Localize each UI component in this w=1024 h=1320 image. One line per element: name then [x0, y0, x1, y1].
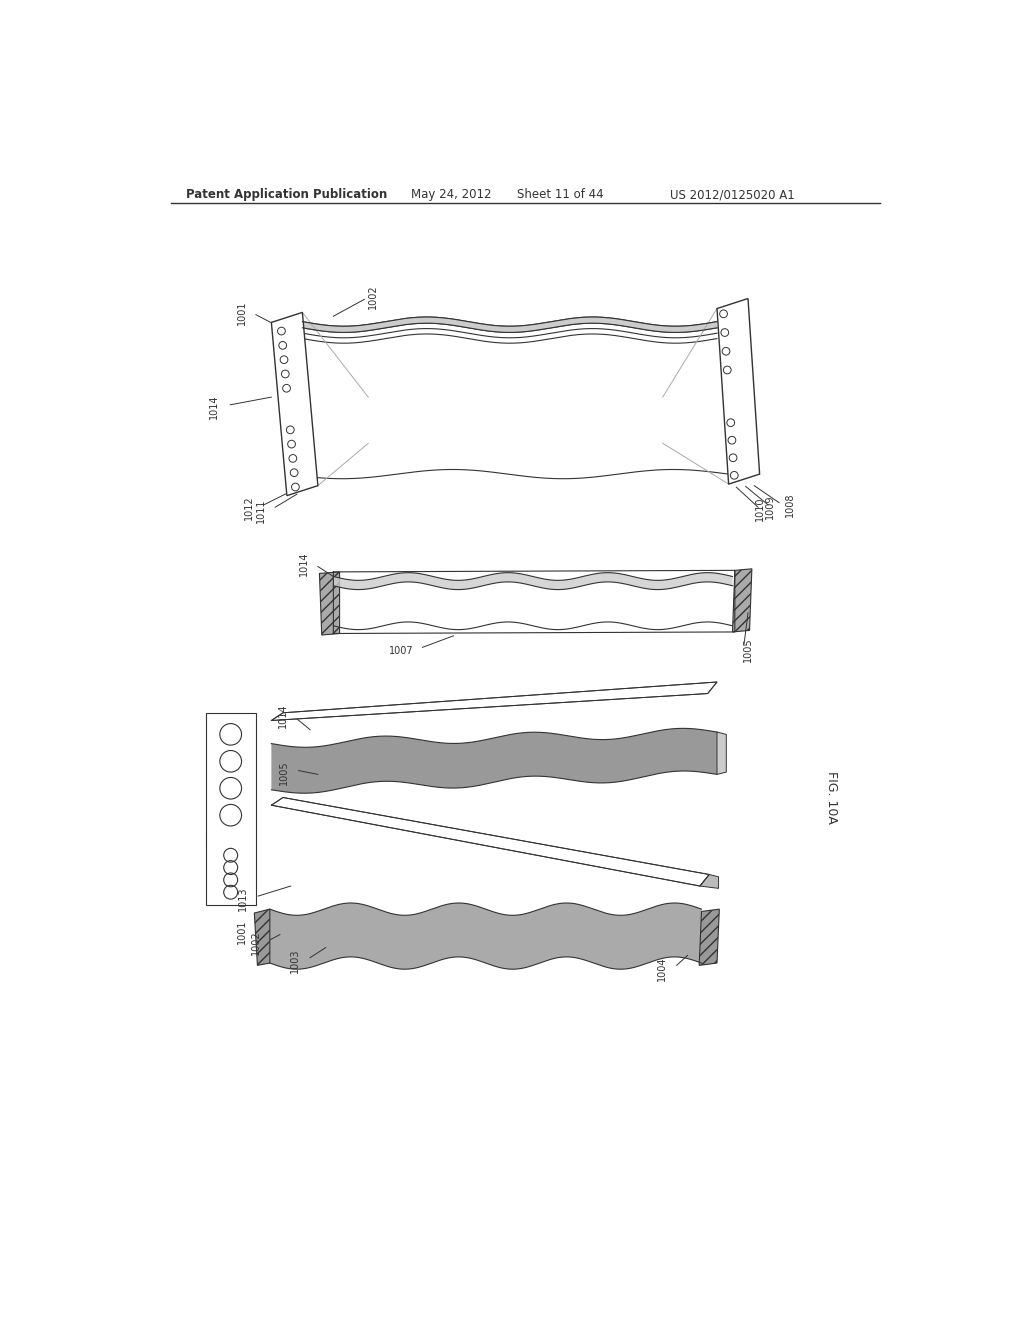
Polygon shape	[717, 733, 726, 775]
Text: 1003: 1003	[290, 949, 300, 973]
Text: 1005: 1005	[742, 638, 753, 661]
Polygon shape	[271, 729, 717, 793]
Text: 1013: 1013	[239, 887, 248, 911]
Text: FIG. 10A: FIG. 10A	[825, 771, 839, 824]
Text: 1007: 1007	[388, 647, 414, 656]
Polygon shape	[254, 909, 270, 965]
Text: Sheet 11 of 44: Sheet 11 of 44	[517, 187, 604, 201]
Polygon shape	[271, 313, 317, 496]
Text: 1014: 1014	[299, 552, 308, 577]
Text: 1008: 1008	[785, 492, 796, 517]
Text: 1011: 1011	[256, 498, 266, 523]
Polygon shape	[700, 874, 719, 888]
Bar	[206, 713, 256, 906]
Text: 1005: 1005	[280, 760, 289, 785]
Text: Patent Application Publication: Patent Application Publication	[186, 187, 387, 201]
Text: US 2012/0125020 A1: US 2012/0125020 A1	[671, 187, 796, 201]
Text: 1012: 1012	[245, 496, 254, 520]
Text: May 24, 2012: May 24, 2012	[411, 187, 492, 201]
Polygon shape	[334, 573, 732, 590]
Polygon shape	[271, 797, 710, 886]
Polygon shape	[302, 317, 717, 333]
Polygon shape	[699, 909, 719, 965]
Text: 1002: 1002	[369, 285, 378, 309]
Polygon shape	[732, 569, 752, 632]
Text: 1009: 1009	[765, 494, 775, 519]
Polygon shape	[319, 572, 340, 635]
Text: 1002: 1002	[251, 931, 260, 956]
Text: 1010: 1010	[755, 496, 765, 521]
Polygon shape	[271, 682, 717, 721]
Polygon shape	[270, 903, 701, 969]
Text: 1004: 1004	[656, 956, 667, 981]
Text: 1014: 1014	[278, 704, 288, 729]
Text: 1014: 1014	[210, 395, 219, 420]
Text: 1001: 1001	[237, 920, 247, 945]
Polygon shape	[717, 298, 760, 484]
Text: 1001: 1001	[237, 300, 247, 325]
